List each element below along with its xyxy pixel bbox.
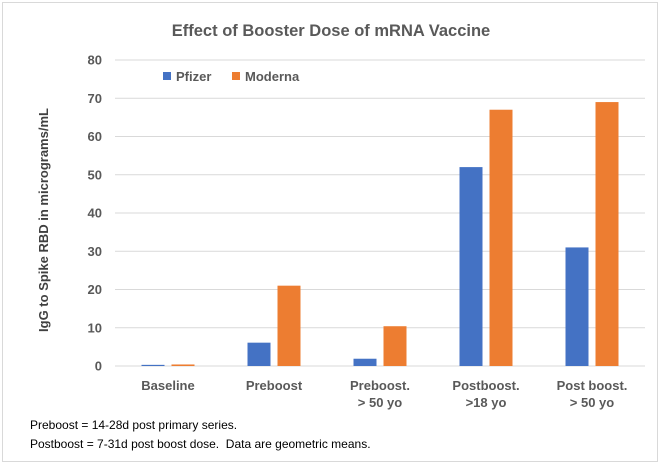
bar-pfizer xyxy=(459,167,483,366)
chart-title: Effect of Booster Dose of mRNA Vaccine xyxy=(172,22,490,40)
bar-pfizer xyxy=(565,247,589,366)
legend: Pfizer Moderna xyxy=(163,69,300,84)
x-axis-categories: Baseline Preboost Preboost. > 50 yo Postboos… xyxy=(141,378,627,410)
bar-pfizer xyxy=(353,358,377,366)
x-category-label: Preboost. xyxy=(350,378,410,393)
bar-moderna xyxy=(595,102,619,366)
y-tick-label: 20 xyxy=(88,282,102,297)
x-category-label: > 50 yo xyxy=(358,395,403,410)
y-tick-label: 50 xyxy=(88,167,102,182)
bars xyxy=(141,102,619,366)
legend-label-pfizer: Pfizer xyxy=(176,69,211,84)
gridlines xyxy=(115,59,645,367)
y-axis-label: IgG to Spike RBD in micrograms/mL xyxy=(36,108,51,332)
bar-pfizer xyxy=(247,342,271,366)
bar-moderna xyxy=(383,326,407,366)
x-category-label: Baseline xyxy=(141,378,194,393)
bar-moderna xyxy=(277,285,301,366)
footnote-postboost: Postboost = 7-31d post boost dose. Data … xyxy=(30,437,371,451)
x-category-label: > 50 yo xyxy=(570,395,615,410)
y-tick-label: 30 xyxy=(88,244,102,259)
y-tick-label: 0 xyxy=(95,359,102,374)
bar-moderna xyxy=(489,109,513,366)
legend-swatch-pfizer xyxy=(163,72,171,80)
y-tick-label: 70 xyxy=(88,91,102,106)
legend-swatch-moderna xyxy=(232,72,240,80)
y-tick-label: 40 xyxy=(88,206,102,221)
legend-label-moderna: Moderna xyxy=(245,69,300,84)
footnote-preboost: Preboost = 14-28d post primary series. xyxy=(30,418,238,432)
x-category-label: Postboost. xyxy=(452,378,519,393)
x-category-label: Preboost xyxy=(246,378,303,393)
y-tick-label: 10 xyxy=(88,320,102,335)
y-tick-label: 80 xyxy=(88,53,102,68)
y-tick-label: 60 xyxy=(88,129,102,144)
x-category-label: >18 yo xyxy=(466,395,507,410)
bar-pfizer xyxy=(141,364,165,366)
bar-moderna xyxy=(171,364,195,366)
x-category-label: Post boost. xyxy=(557,378,628,393)
y-axis-ticks: 0 10 20 30 40 50 60 70 80 xyxy=(88,53,102,374)
